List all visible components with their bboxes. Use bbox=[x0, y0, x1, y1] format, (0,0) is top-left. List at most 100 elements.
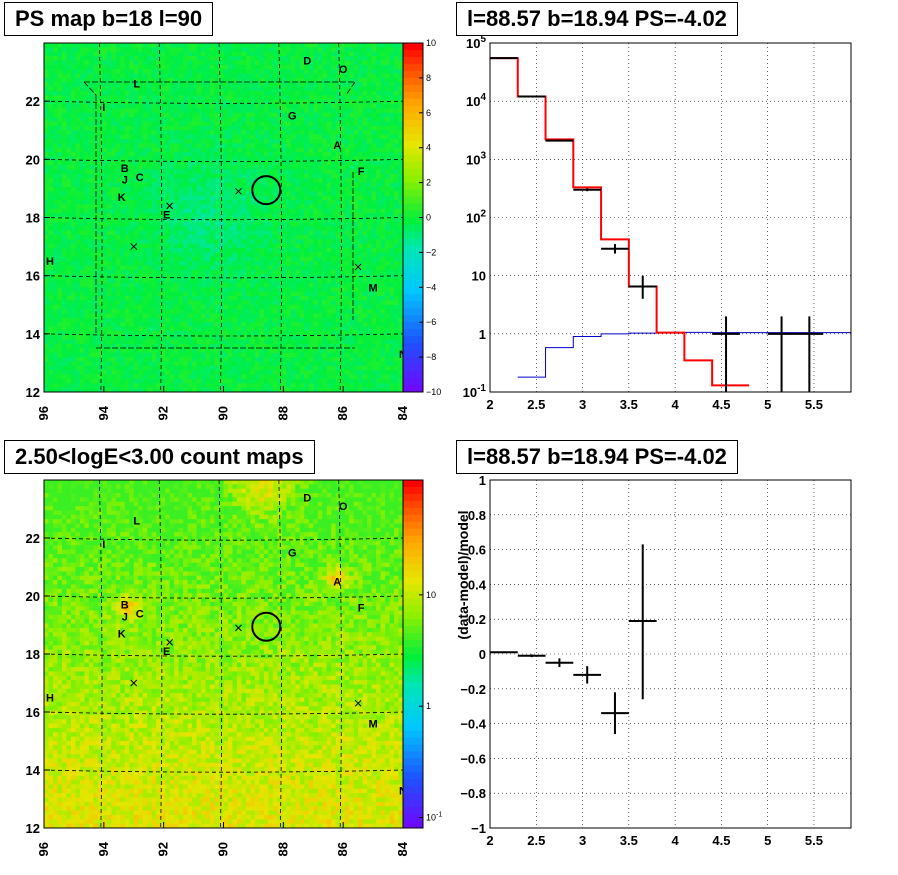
map-cell bbox=[232, 134, 238, 140]
map-cell bbox=[223, 204, 229, 210]
map-cell bbox=[299, 204, 305, 210]
map-cell bbox=[295, 99, 301, 105]
map-cell bbox=[102, 169, 108, 175]
map-cell bbox=[236, 361, 242, 367]
map-cell bbox=[317, 213, 323, 218]
map-cell bbox=[210, 121, 215, 127]
map-cell bbox=[205, 156, 211, 162]
map-cell bbox=[129, 51, 135, 57]
map-cell bbox=[183, 86, 188, 92]
map-cell bbox=[201, 95, 206, 101]
map-cell bbox=[160, 108, 166, 114]
map-cell bbox=[241, 317, 247, 323]
map-cell bbox=[223, 121, 229, 127]
map-cell bbox=[57, 269, 63, 275]
map-cell bbox=[44, 304, 49, 310]
map-cell bbox=[70, 352, 76, 358]
map-cell bbox=[281, 69, 287, 74]
map-cell bbox=[201, 43, 206, 48]
map-cell bbox=[308, 186, 314, 192]
map-cell bbox=[281, 234, 287, 240]
map-cell bbox=[272, 200, 278, 205]
map-cell bbox=[102, 77, 108, 83]
map-cell bbox=[66, 335, 72, 341]
map-cell bbox=[290, 208, 296, 214]
map-cell bbox=[227, 121, 233, 127]
map-cell bbox=[115, 335, 121, 341]
map-cell bbox=[286, 51, 292, 57]
map-cell bbox=[196, 173, 202, 179]
map-cell bbox=[286, 291, 292, 297]
map-cell bbox=[290, 252, 296, 258]
map-cell bbox=[106, 138, 112, 144]
map-cell bbox=[205, 147, 211, 153]
map-cell bbox=[192, 43, 197, 48]
map-cell bbox=[250, 252, 256, 258]
map-cell bbox=[245, 104, 251, 109]
map-cell bbox=[97, 160, 103, 166]
map-cell bbox=[313, 86, 319, 92]
map-cell bbox=[254, 339, 260, 345]
map-cell bbox=[165, 335, 171, 341]
map-cell bbox=[129, 182, 135, 188]
map-cell bbox=[277, 261, 283, 266]
map-cell bbox=[120, 143, 126, 149]
map-cell bbox=[48, 326, 54, 332]
map-cell bbox=[259, 252, 265, 258]
map-cell bbox=[304, 330, 310, 336]
map-cell bbox=[201, 178, 206, 183]
map-cell bbox=[174, 261, 180, 266]
map-cell bbox=[48, 296, 54, 301]
map-cell bbox=[223, 256, 229, 262]
map-cell bbox=[241, 169, 247, 175]
map-cell bbox=[236, 191, 242, 197]
map-cell bbox=[142, 330, 148, 336]
map-cell bbox=[133, 191, 139, 197]
map-cell bbox=[227, 86, 233, 92]
map-cell bbox=[268, 99, 274, 105]
map-cell bbox=[317, 125, 323, 131]
map-cell bbox=[129, 43, 135, 48]
map-cell bbox=[268, 77, 274, 83]
map-cell bbox=[66, 208, 72, 214]
map-cell bbox=[322, 112, 328, 118]
map-cell bbox=[57, 56, 63, 61]
map-cell bbox=[299, 387, 305, 392]
map-cell bbox=[192, 313, 197, 319]
map-cell bbox=[308, 339, 314, 345]
map-cell bbox=[44, 95, 49, 101]
map-cell bbox=[66, 261, 72, 266]
map-cell bbox=[48, 90, 54, 96]
map-cell bbox=[272, 274, 278, 279]
map-cell bbox=[281, 291, 287, 297]
map-cell bbox=[93, 60, 99, 66]
map-cell bbox=[48, 160, 54, 166]
map-cell bbox=[57, 234, 63, 240]
map-cell bbox=[304, 56, 310, 61]
map-cell bbox=[120, 352, 126, 358]
map-cell bbox=[281, 344, 287, 349]
map-cell bbox=[219, 348, 224, 354]
map-cell bbox=[48, 186, 54, 192]
map-cell bbox=[286, 348, 292, 354]
map-cell bbox=[187, 256, 193, 262]
map-cell bbox=[79, 121, 85, 127]
map-cell bbox=[210, 344, 215, 349]
map-cell bbox=[214, 217, 220, 223]
map-cell bbox=[147, 348, 153, 354]
map-cell bbox=[210, 82, 215, 88]
map-cell bbox=[138, 226, 144, 231]
map-cell bbox=[133, 344, 139, 349]
map-cell bbox=[241, 156, 247, 162]
map-cell bbox=[120, 104, 126, 109]
map-cell bbox=[259, 204, 265, 210]
map-cell bbox=[174, 178, 180, 183]
map-cell bbox=[133, 152, 139, 157]
map-cell bbox=[201, 252, 206, 258]
map-cell bbox=[281, 138, 287, 144]
map-cell bbox=[102, 43, 108, 48]
map-cell bbox=[165, 99, 171, 105]
map-cell bbox=[317, 234, 323, 240]
map-cell bbox=[219, 138, 224, 144]
map-cell bbox=[187, 261, 193, 266]
